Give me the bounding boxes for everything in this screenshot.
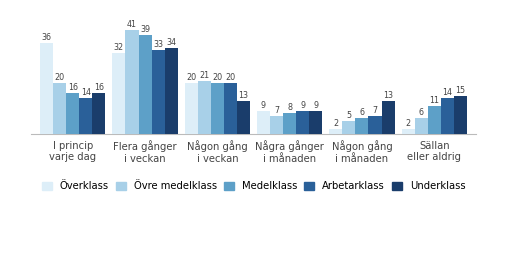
Text: 21: 21	[199, 71, 209, 79]
Text: 13: 13	[238, 91, 248, 100]
Text: 20: 20	[186, 73, 196, 82]
Text: 9: 9	[313, 101, 318, 110]
Bar	[342, 121, 355, 134]
Text: 7: 7	[274, 106, 279, 115]
Text: 20: 20	[225, 73, 235, 82]
Legend: Överklass, Övre medelklass, Medelklass, Arbetarklass, Underklass: Överklass, Övre medelklass, Medelklass, …	[42, 181, 465, 191]
Bar	[224, 83, 237, 134]
Bar	[152, 50, 165, 134]
Bar	[237, 101, 250, 134]
Text: 6: 6	[359, 108, 365, 118]
Text: 13: 13	[383, 91, 393, 100]
Bar	[296, 111, 309, 134]
Text: 8: 8	[287, 104, 292, 112]
Bar	[211, 83, 224, 134]
Text: 20: 20	[212, 73, 223, 82]
Text: 41: 41	[127, 20, 137, 29]
Bar	[369, 116, 382, 134]
Bar	[198, 81, 211, 134]
Text: 15: 15	[455, 86, 465, 95]
Bar	[66, 93, 79, 134]
Bar	[257, 111, 270, 134]
Text: 20: 20	[55, 73, 65, 82]
Text: 11: 11	[429, 96, 439, 105]
Bar	[330, 129, 342, 134]
Bar	[79, 98, 92, 134]
Text: 32: 32	[114, 43, 124, 52]
Text: 6: 6	[419, 108, 424, 118]
Bar	[355, 118, 369, 134]
Bar	[309, 111, 322, 134]
Bar	[138, 35, 152, 134]
Bar	[283, 113, 296, 134]
Text: 36: 36	[42, 33, 52, 42]
Text: 2: 2	[406, 119, 411, 128]
Text: 14: 14	[81, 88, 91, 97]
Bar	[185, 83, 198, 134]
Text: 34: 34	[166, 38, 176, 47]
Bar	[441, 98, 454, 134]
Text: 7: 7	[373, 106, 378, 115]
Text: 33: 33	[153, 40, 163, 49]
Text: 39: 39	[140, 25, 150, 34]
Bar	[53, 83, 66, 134]
Bar	[428, 106, 441, 134]
Text: 16: 16	[94, 83, 104, 92]
Bar	[270, 116, 283, 134]
Text: 2: 2	[333, 119, 338, 128]
Bar	[125, 30, 138, 134]
Bar	[415, 118, 428, 134]
Text: 16: 16	[68, 83, 78, 92]
Text: 9: 9	[261, 101, 266, 110]
Bar	[92, 93, 105, 134]
Bar	[382, 101, 394, 134]
Text: 14: 14	[442, 88, 452, 97]
Bar	[113, 53, 125, 134]
Bar	[40, 43, 53, 134]
Text: 9: 9	[300, 101, 305, 110]
Bar	[454, 96, 467, 134]
Bar	[165, 48, 177, 134]
Text: 5: 5	[346, 111, 351, 120]
Bar	[402, 129, 415, 134]
